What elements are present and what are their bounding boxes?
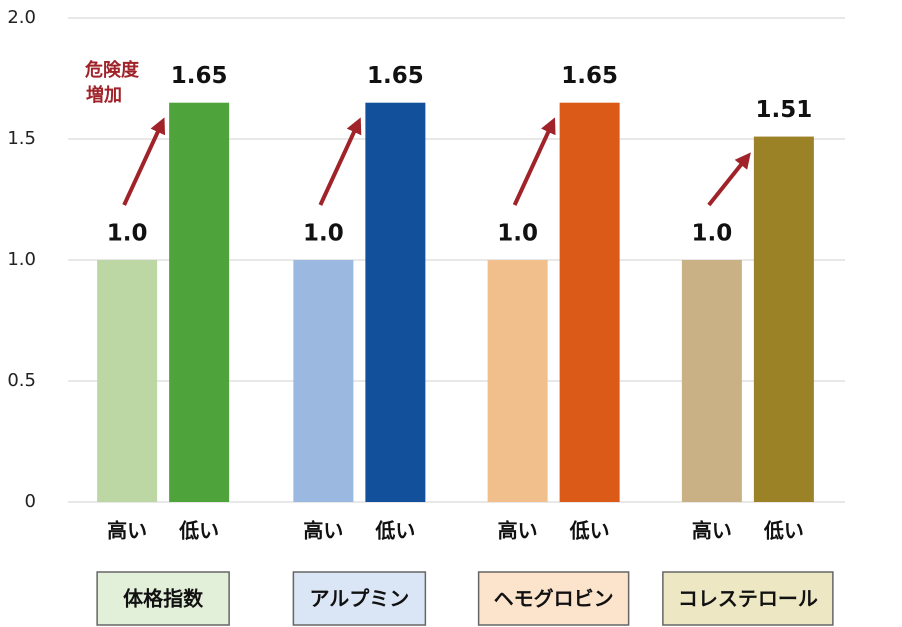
arrow	[318, 117, 362, 206]
series-label: 高い	[692, 519, 732, 543]
bar	[753, 136, 814, 502]
arrow	[512, 117, 556, 206]
series-label: 低い	[763, 519, 804, 543]
bar	[293, 260, 354, 502]
category-label: 体格指数	[123, 587, 204, 611]
value-label: 1.0	[692, 221, 733, 247]
series-label: 高い	[107, 519, 147, 543]
category-label: ヘモグロビン	[494, 587, 614, 611]
series-label: 高い	[498, 519, 538, 543]
arrow	[122, 117, 166, 206]
bar	[365, 102, 426, 502]
y-tick-label: 2.0	[7, 7, 36, 28]
annotation: 増加	[86, 84, 122, 106]
bar	[681, 260, 742, 502]
category-label: アルプミン	[309, 587, 409, 611]
bar	[559, 102, 620, 502]
y-tick-label: 1.0	[7, 249, 36, 270]
category-box	[96, 571, 230, 626]
y-tick-label: 1.5	[7, 128, 36, 149]
value-label: 1.65	[367, 63, 424, 89]
y-tick-label: 0	[25, 491, 36, 512]
value-label: 1.0	[107, 221, 148, 247]
series-label: 低い	[374, 519, 415, 543]
series-label: 高い	[303, 519, 343, 543]
value-label: 1.65	[171, 63, 228, 89]
bar	[487, 260, 548, 502]
value-label: 1.65	[561, 63, 618, 89]
y-tick-label: 0.5	[7, 370, 36, 391]
annotation: 危険度	[84, 59, 140, 81]
bar	[97, 260, 158, 502]
category-label: コレステロール	[678, 587, 818, 611]
value-label: 1.51	[756, 97, 813, 123]
category-box	[292, 571, 427, 626]
arrow	[707, 152, 751, 207]
category-box	[477, 571, 630, 626]
bar	[169, 102, 230, 502]
category-box	[662, 571, 834, 626]
value-label: 1.0	[497, 221, 538, 247]
series-label: 低い	[569, 519, 610, 543]
value-label: 1.0	[303, 221, 344, 247]
series-label: 低い	[178, 519, 219, 543]
